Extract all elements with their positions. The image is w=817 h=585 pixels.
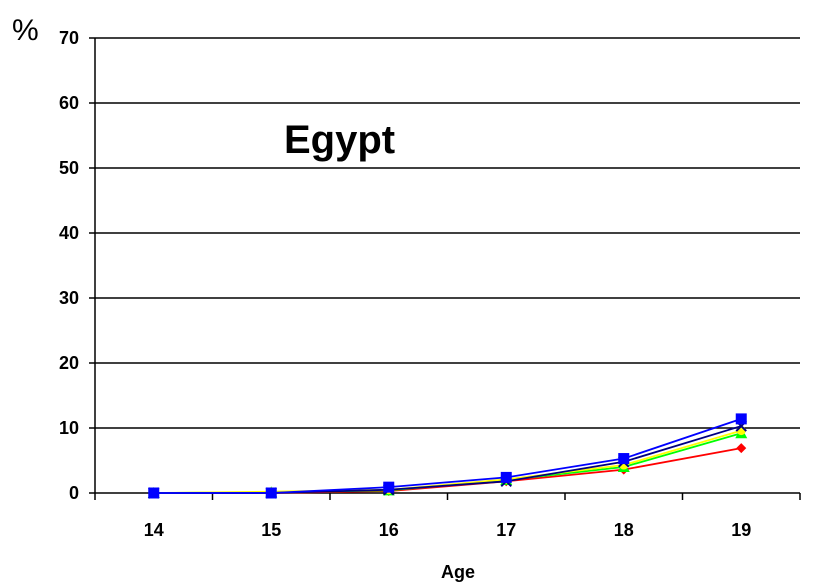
x-tick-label: 14 <box>144 520 164 540</box>
series-5 <box>148 413 747 499</box>
series-group <box>147 413 748 499</box>
series-1-point <box>736 443 747 454</box>
x-tick-label: 19 <box>731 520 751 540</box>
y-tick-label: 20 <box>59 353 79 373</box>
x-tick-label: 18 <box>614 520 634 540</box>
y-tick-label: 60 <box>59 93 79 113</box>
y-tick-label: 50 <box>59 158 79 178</box>
series-5-line <box>153 418 742 494</box>
series-5-point <box>383 481 395 493</box>
y-tick-labels: 0 10 20 30 40 50 60 70 <box>59 28 79 503</box>
grid-lines <box>95 37 800 429</box>
series-5-point <box>500 471 512 483</box>
x-tick-label: 15 <box>261 520 281 540</box>
series-5-point <box>618 453 630 465</box>
axes <box>89 37 801 500</box>
x-tick-label: 17 <box>496 520 516 540</box>
y-tick-label: 30 <box>59 288 79 308</box>
x-axis-label: Age <box>441 562 475 582</box>
y-tick-label: 40 <box>59 223 79 243</box>
series-5-point <box>265 487 277 499</box>
series-3-line <box>153 429 742 494</box>
chart-title: Egypt <box>284 118 395 162</box>
series-5-point <box>735 413 747 425</box>
y-tick-label: 10 <box>59 418 79 438</box>
y-axis-label: % <box>12 14 39 47</box>
series-5-point <box>148 487 160 499</box>
y-tick-label: 0 <box>69 483 79 503</box>
x-tick-label: 16 <box>379 520 399 540</box>
x-tick-labels: 14 15 16 17 18 19 <box>144 520 752 540</box>
y-tick-label: 70 <box>59 28 79 48</box>
